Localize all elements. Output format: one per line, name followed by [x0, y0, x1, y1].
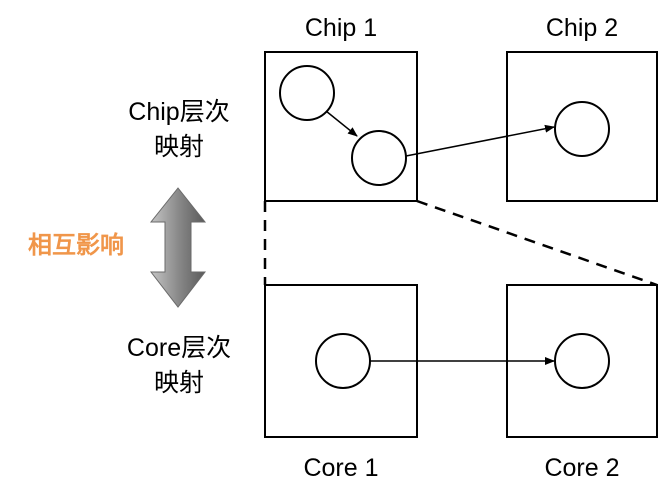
chip2-task — [554, 101, 610, 157]
chip-level-label-line1: Chip层次 — [128, 98, 229, 126]
zoom-line-right — [416, 199, 658, 287]
chip2-box — [506, 51, 658, 202]
core2-title: Core 2 — [544, 454, 619, 482]
chip2-title: Chip 2 — [546, 14, 618, 42]
interaction-label: 相互影响 — [28, 231, 124, 259]
chip-level-label-line2: 映射 — [154, 133, 204, 161]
chip1-box — [264, 51, 418, 202]
core1-task — [315, 333, 371, 389]
chip1-to-chip2-arrow — [405, 124, 555, 157]
double-arrow-icon — [149, 187, 207, 308]
core2-task — [554, 333, 610, 389]
chip1-title: Chip 1 — [305, 14, 377, 42]
core-level-label-line1: Core层次 — [127, 334, 231, 362]
chip1-internal-arrow — [325, 110, 358, 137]
chip1-task-b — [351, 130, 407, 186]
core1-title: Core 1 — [303, 454, 378, 482]
core-level-label-line2: 映射 — [154, 369, 204, 397]
chip1-task-a — [279, 65, 335, 121]
